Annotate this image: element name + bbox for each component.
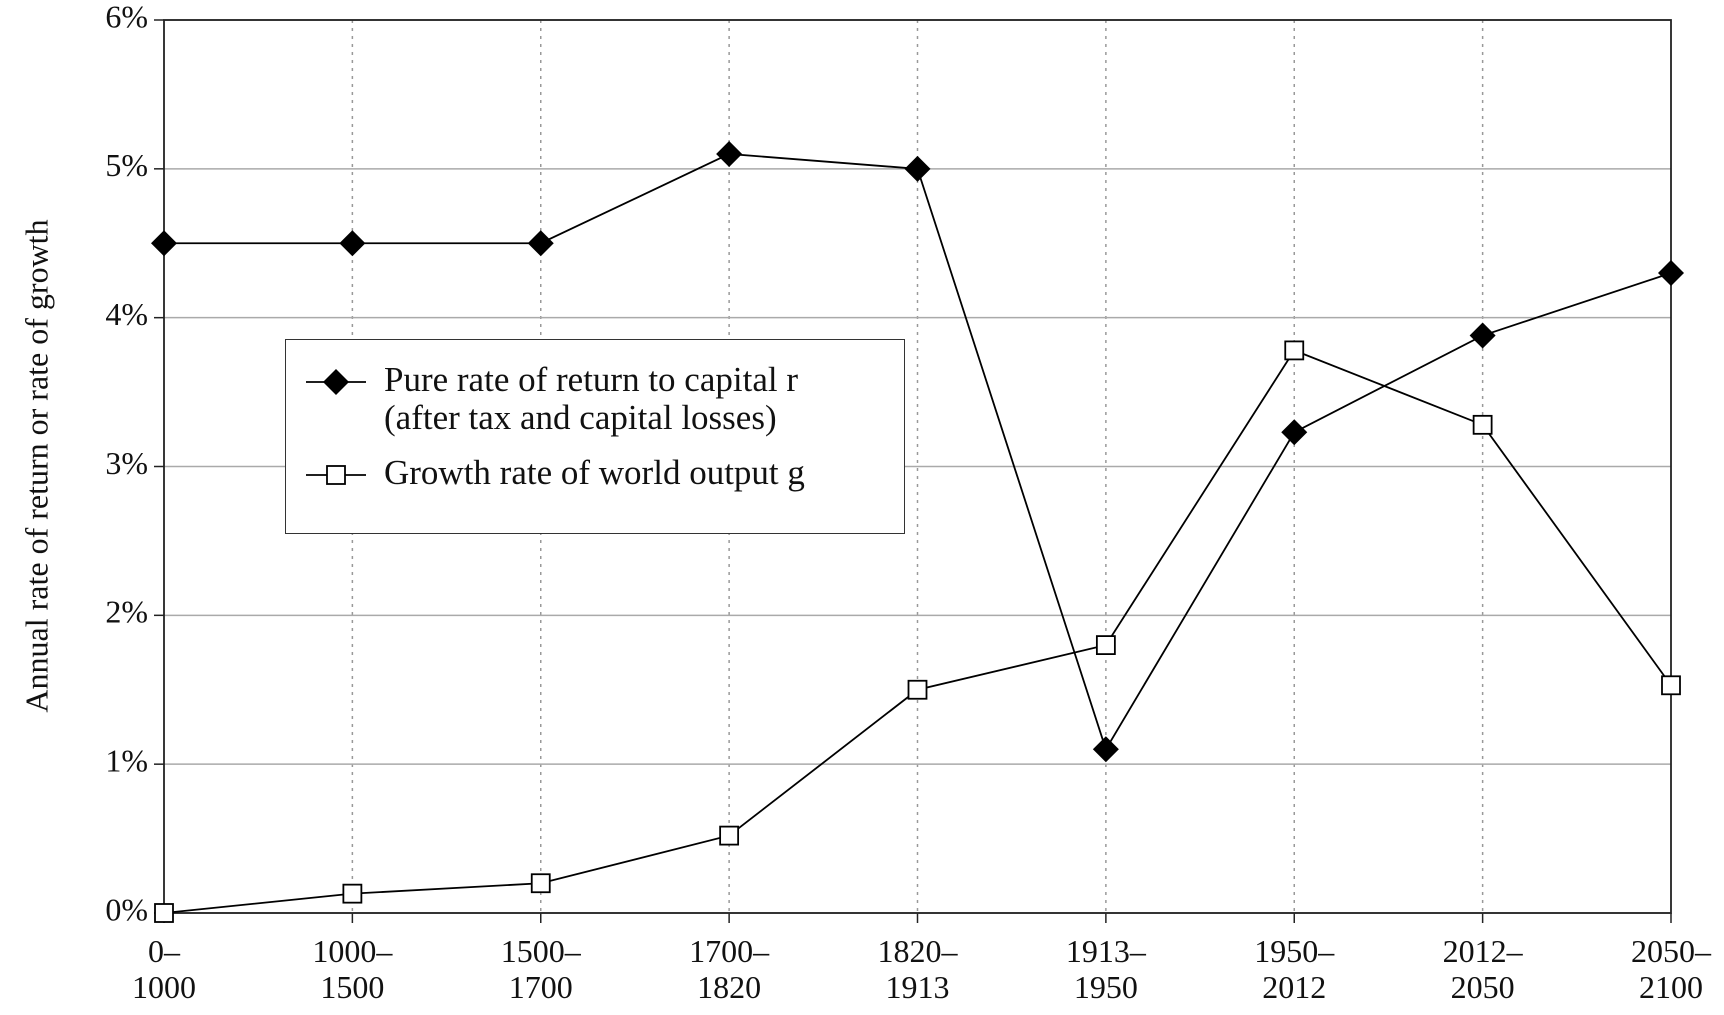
y-tick-label: 2% xyxy=(105,594,148,630)
x-tick-label: 1700– 1820 xyxy=(689,933,770,1005)
y-tick-label: 6% xyxy=(105,0,148,34)
marker xyxy=(1661,675,1681,696)
marker xyxy=(326,465,346,485)
y-tick-label: 3% xyxy=(105,445,148,481)
legend: Pure rate of return to capital r (after … xyxy=(285,339,905,534)
legend-keys xyxy=(306,369,366,485)
y-axis-label: Annual rate of return or rate of growth xyxy=(18,219,54,712)
marker xyxy=(1092,736,1119,763)
marker xyxy=(1658,260,1684,287)
marker xyxy=(527,230,554,257)
marker xyxy=(907,679,928,700)
marker xyxy=(342,883,363,904)
x-tick-label: 1820– 1913 xyxy=(877,933,958,1005)
x-tick-label: 2012– 2050 xyxy=(1442,933,1523,1005)
marker xyxy=(1469,322,1496,349)
marker xyxy=(904,155,931,182)
marker xyxy=(323,369,349,395)
marker xyxy=(154,903,174,923)
legend-label: Pure rate of return to capital r (after … xyxy=(384,360,798,437)
marker xyxy=(1281,419,1308,446)
marker xyxy=(716,140,743,167)
marker xyxy=(530,873,551,894)
x-tick-label: 1913– 1950 xyxy=(1065,933,1146,1005)
x-tick-label: 1950– 2012 xyxy=(1254,933,1335,1005)
y-tick-label: 0% xyxy=(105,891,148,927)
marker xyxy=(1472,414,1493,435)
x-tick-label: 1000– 1500 xyxy=(312,933,393,1005)
x-tick-label: 0– 1000 xyxy=(132,933,196,1005)
marker xyxy=(339,230,366,257)
y-tick-label: 1% xyxy=(105,743,148,779)
y-tick-label: 4% xyxy=(105,296,148,332)
x-tick-label: 2050– 2100 xyxy=(1631,933,1711,1005)
marker xyxy=(719,825,740,846)
marker xyxy=(151,230,177,257)
y-tick-label: 5% xyxy=(105,147,148,183)
marker xyxy=(1284,340,1305,361)
legend-label: Growth rate of world output g xyxy=(384,453,805,492)
x-tick-label: 1500– 1700 xyxy=(500,933,581,1005)
plot-frame xyxy=(163,19,1672,914)
marker xyxy=(1095,635,1116,655)
